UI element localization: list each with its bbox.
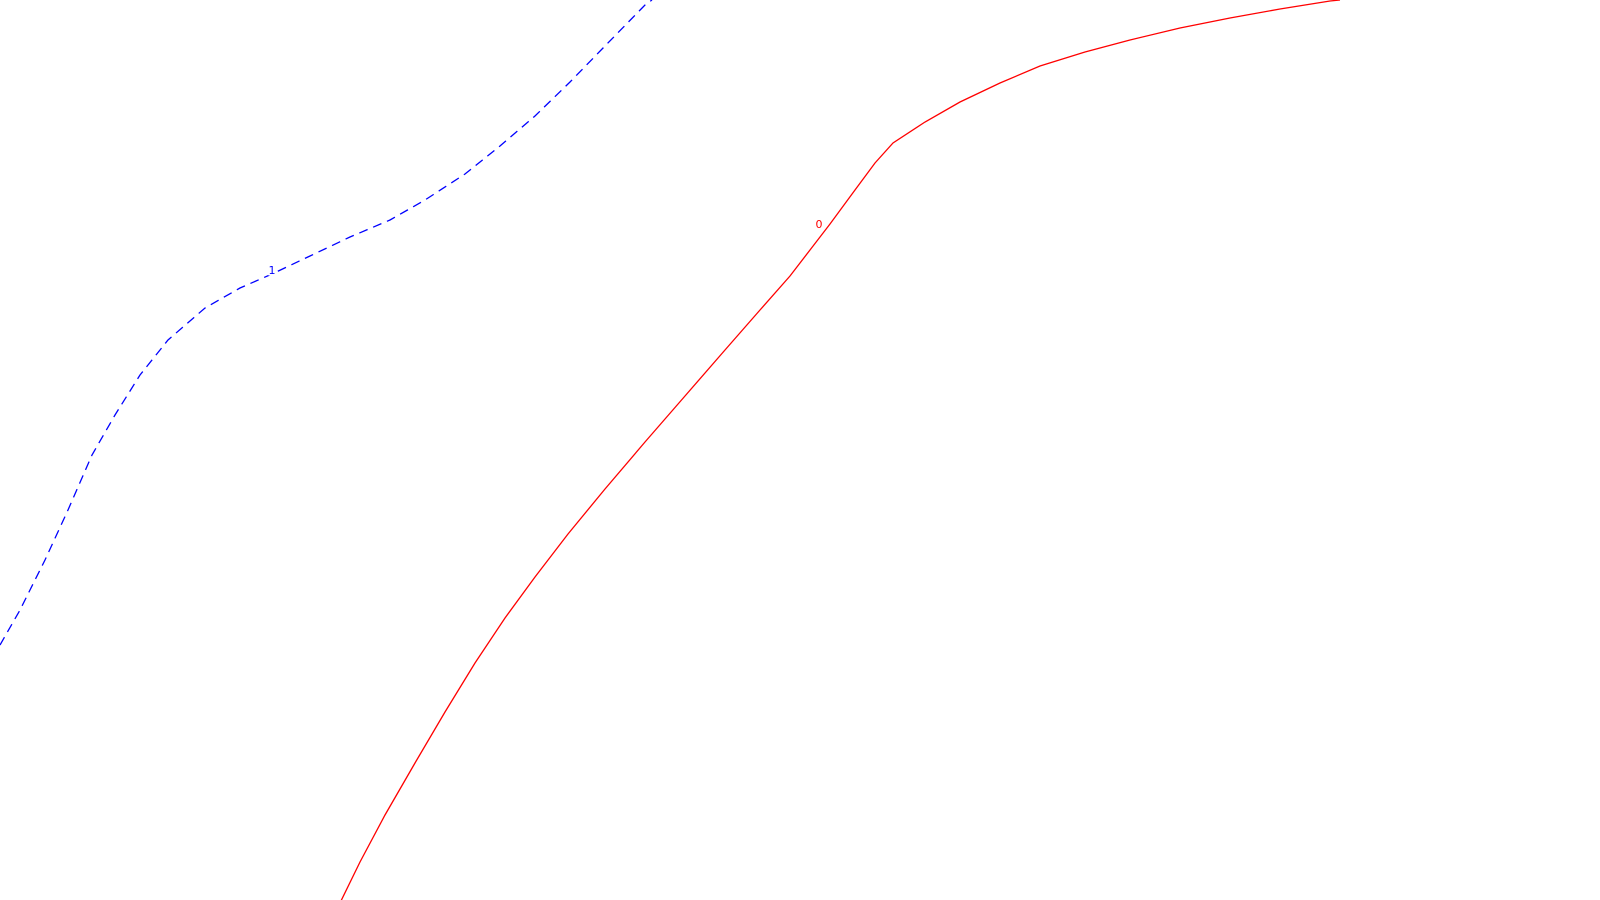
contour-line-1	[0, 0, 653, 646]
contour-line-0	[340, 0, 1341, 900]
contour-label-1: 1	[269, 264, 276, 277]
contour-label-0: 0	[816, 218, 823, 231]
